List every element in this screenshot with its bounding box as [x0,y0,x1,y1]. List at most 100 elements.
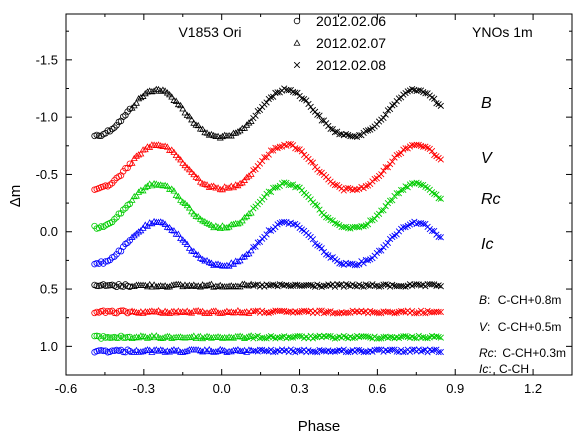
data-point-triangle [247,209,255,216]
data-point-cross [292,281,299,288]
data-point-cross [431,227,438,235]
data-point-circle [117,210,125,217]
data-point-cross [325,332,332,340]
axes-layer: -0.6 -0.3 0.0 0.3 0.6 0.9 1.2 -1.5 -1.0 -0.5 0.0 0.… [36,14,572,396]
data-point-triangle [241,334,249,341]
data-point-cross [263,99,270,106]
data-point-triangle [218,309,226,316]
data-point-cross [422,90,429,97]
data-point-triangle [190,247,198,254]
data-point-triangle [150,333,158,341]
data-point-triangle [172,309,180,316]
data-point-circle [113,214,120,221]
data-point-triangle [199,125,207,132]
data-point-triangle [159,334,167,341]
data-point-triangle [210,261,218,268]
data-point-cross [358,283,365,290]
data-point-cross [325,308,332,315]
x-tick-label: 0.0 [213,381,231,396]
data-point-triangle [152,308,160,315]
data-point-triangle [188,282,196,289]
data-point-cross [420,309,427,316]
data-point-cross [417,348,425,355]
data-point-triangle [143,308,151,315]
data-point-cross [386,333,394,341]
data-point-cross [400,224,407,231]
data-point-cross [413,179,420,186]
data-point-triangle [243,250,251,257]
light-curve-rc [91,179,444,232]
data-point-triangle [223,348,231,355]
data-point-triangle [177,156,185,163]
data-point-cross [428,147,436,155]
data-point-circle [100,307,107,314]
data-point-circle [100,347,107,355]
data-point-triangle [130,348,138,355]
data-point-cross [384,347,392,355]
data-point-cross [400,348,407,356]
data-point-triangle [172,97,180,104]
data-point-cross [318,245,325,252]
data-point-cross [336,281,343,289]
data-point-triangle [179,348,187,355]
data-point-cross [265,188,272,195]
data-point-cross [437,195,444,202]
data-point-triangle [232,308,240,316]
data-point-triangle [238,309,246,316]
x-tick-label: 0.9 [446,381,464,396]
comparison-curve-b [91,280,444,291]
data-point-cross [389,197,396,204]
comp-label-rc: Rc: C-CH+0.3m [479,346,566,360]
data-point-cross [378,171,385,178]
data-point-circle [124,239,131,246]
data-point-triangle [203,129,211,136]
data-point-cross [331,129,339,136]
data-point-cross [375,283,383,290]
data-point-cross [431,346,438,354]
data-point-cross [287,283,294,290]
data-point-triangle [181,348,189,355]
data-point-triangle [218,132,226,140]
data-point-triangle [236,257,244,264]
data-point-triangle [166,309,174,316]
data-point-triangle [170,227,178,234]
data-point-triangle [196,308,204,315]
x-tick-label: 0.6 [368,381,386,396]
data-point-cross [400,186,407,194]
data-point-triangle [230,334,237,341]
data-point-triangle [194,213,202,220]
data-point-triangle [225,308,233,316]
data-point-cross [296,332,303,340]
data-point-cross [391,101,398,108]
data-point-cross [327,216,334,224]
data-point-circle [104,282,111,289]
data-point-circle [126,105,134,113]
data-point-cross [420,347,427,354]
plot-frame [65,13,573,376]
data-point-triangle [141,346,149,354]
data-point-cross [345,184,352,192]
data-point-triangle [241,308,249,315]
data-point-triangle [143,282,151,290]
data-point-cross [256,106,264,114]
data-point-cross [375,310,383,317]
data-point-triangle [234,257,242,265]
data-point-triangle [168,146,176,153]
data-point-triangle [221,308,229,316]
data-point-triangle [218,334,226,341]
data-point-cross [307,103,314,110]
data-point-triangle [230,220,237,227]
light-curve-b [91,85,444,141]
data-point-cross [316,206,323,213]
data-point-cross [398,186,405,194]
data-point-triangle [152,283,160,290]
data-point-triangle [137,150,145,157]
data-point-cross [267,282,275,289]
data-point-cross [285,140,292,148]
data-point-triangle [245,281,253,289]
data-point-triangle [135,188,143,195]
data-point-cross [393,231,400,238]
data-point-circle [111,216,118,223]
data-point-triangle [207,334,215,341]
data-point-triangle [223,224,231,231]
